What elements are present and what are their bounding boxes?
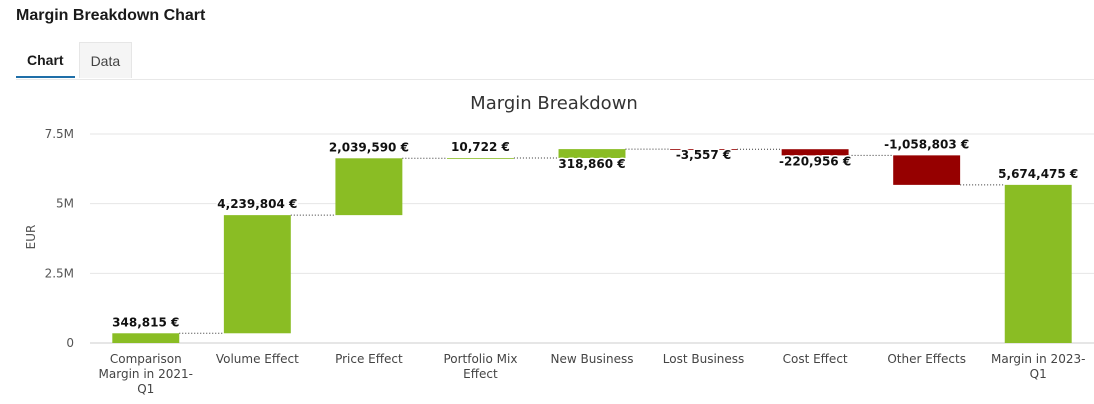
bar[interactable] — [1004, 184, 1072, 343]
x-tick-label: New Business — [551, 352, 634, 366]
waterfall-chart: Margin Breakdown EUR 0 2.5M 5M 7.5M 348,815… — [24, 93, 1094, 396]
x-tick-label-line: New Business — [551, 352, 634, 366]
y-tick-label: 5M — [56, 197, 74, 211]
x-tick-label: Other Effects — [887, 352, 966, 366]
x-tick-label: Margin in 2023-Q1 — [991, 352, 1085, 381]
data-label: -1,058,803 € — [884, 137, 969, 151]
y-tick-label: 0 — [66, 336, 74, 350]
bar[interactable] — [446, 157, 514, 159]
x-tick-label: Comparison Margin in 2021-Q1 — [99, 352, 193, 396]
x-tick-label-line: Margin in 2021- — [99, 367, 193, 381]
page-title: Margin Breakdown Chart — [16, 7, 206, 24]
bar[interactable] — [893, 155, 961, 185]
data-label: 5,674,475 € — [998, 167, 1078, 181]
x-tick-label: Price Effect — [335, 352, 403, 366]
bar[interactable] — [670, 149, 738, 150]
data-label: 10,722 € — [451, 140, 510, 154]
bar-layer — [112, 149, 1072, 343]
chart-title: Margin Breakdown — [470, 93, 638, 114]
bar[interactable] — [112, 333, 180, 343]
x-tick-label: Volume Effect — [216, 352, 299, 366]
y-tick-label: 2.5M — [45, 266, 74, 280]
bar[interactable] — [781, 149, 849, 156]
data-label-layer: 348,815 € 4,239,804 € 2,039,590 € 10,722 € 3… — [111, 136, 1080, 331]
x-tick-label: Portfolio Mix Effect — [443, 352, 517, 381]
x-tick-label-line: Volume Effect — [216, 352, 299, 366]
x-tick-label-line: Lost Business — [663, 352, 745, 366]
x-tick-label-line: Other Effects — [887, 352, 966, 366]
x-tick-label-line: Q1 — [137, 382, 154, 396]
data-label: 318,860 € — [558, 157, 625, 171]
x-tick-label-line: Q1 — [1030, 367, 1047, 381]
bar[interactable] — [335, 158, 403, 216]
data-label: 348,815 € — [112, 315, 179, 329]
bar[interactable] — [558, 149, 626, 158]
data-label: 2,039,590 € — [329, 140, 409, 154]
x-tick-label-line: Comparison — [110, 352, 182, 366]
tab-divider — [16, 79, 1094, 80]
data-label: -3,557 € — [676, 148, 731, 162]
x-tick-label-line: Cost Effect — [783, 352, 848, 366]
bar[interactable] — [223, 215, 291, 334]
data-label: 4,239,804 € — [217, 197, 297, 211]
x-tick-label: Lost Business — [663, 352, 745, 366]
x-tick-label-line: Portfolio Mix — [443, 352, 517, 366]
connector-layer — [179, 148, 1005, 334]
view-tabs: Chart Data — [16, 42, 133, 78]
y-axis-label: EUR — [24, 225, 38, 250]
x-tick-label-line: Price Effect — [335, 352, 403, 366]
y-tick-label: 7.5M — [45, 127, 74, 141]
x-tick-label-line: Margin in 2023- — [991, 352, 1085, 366]
tab-chart[interactable]: Chart — [16, 42, 75, 78]
tab-data[interactable]: Data — [78, 42, 133, 78]
x-tick-label-line: Effect — [463, 367, 498, 381]
x-tick-label: Cost Effect — [783, 352, 848, 366]
data-label: -220,956 € — [779, 154, 851, 168]
